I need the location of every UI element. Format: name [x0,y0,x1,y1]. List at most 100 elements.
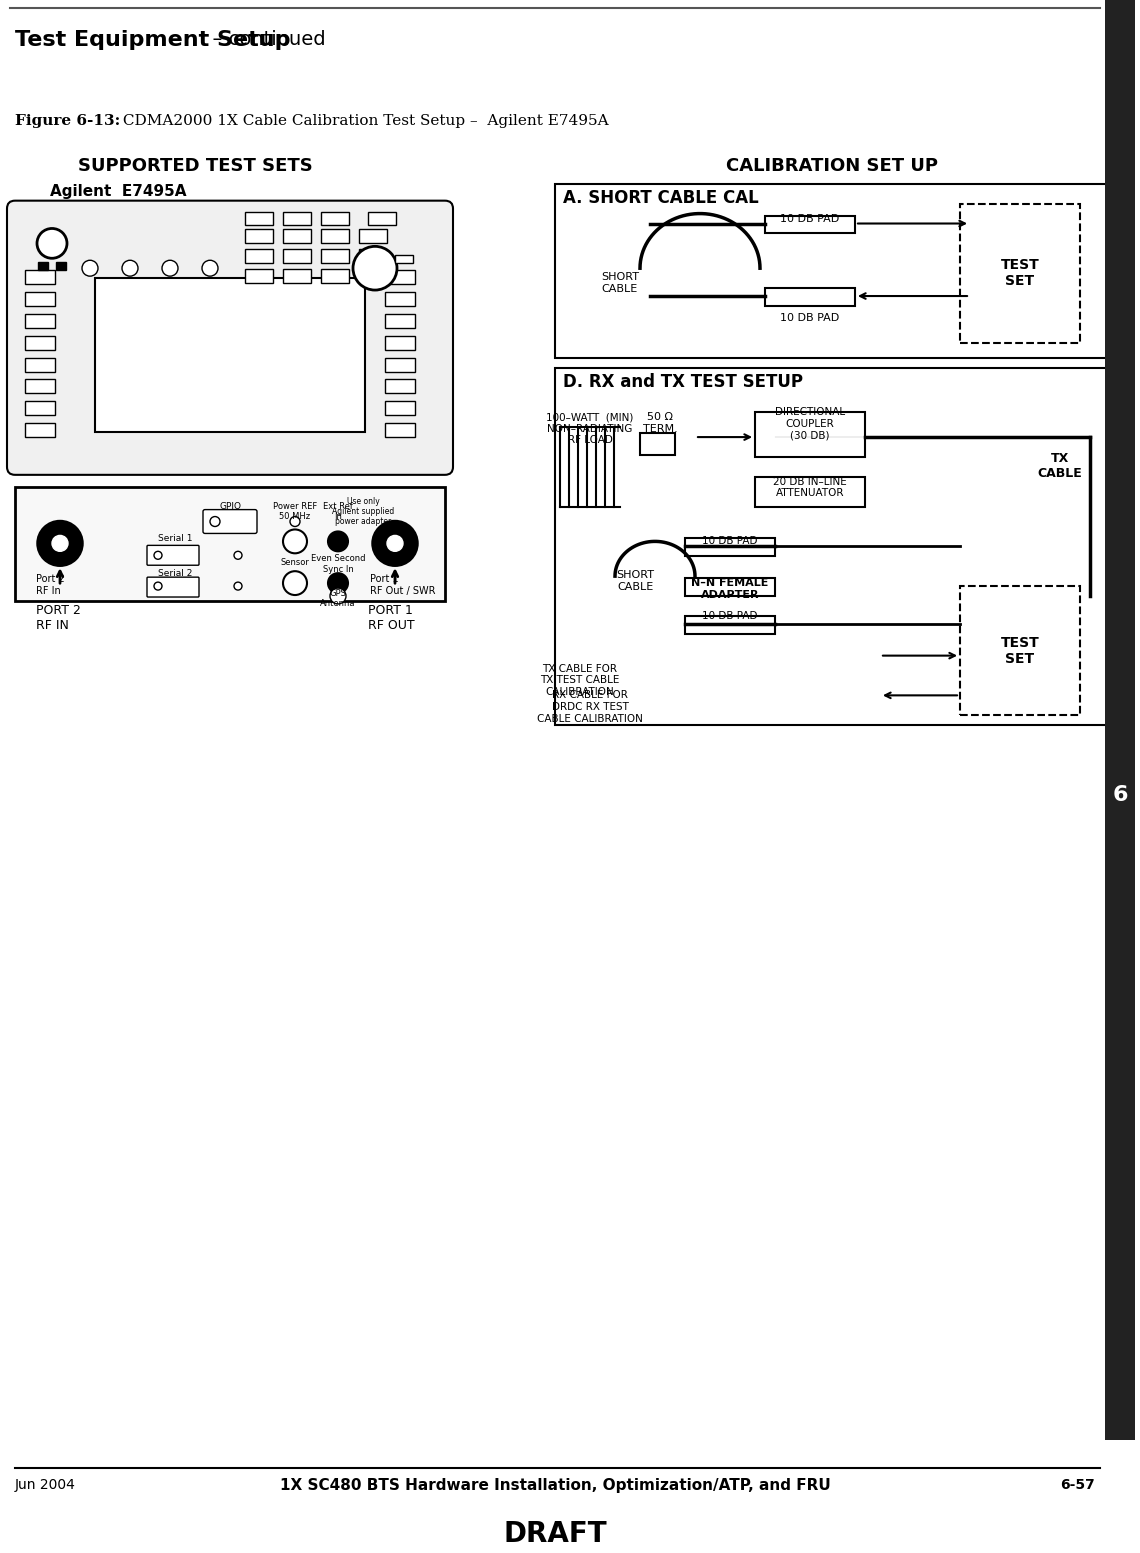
Circle shape [283,572,307,595]
Text: 6-57: 6-57 [1060,1478,1096,1492]
Text: Port 2
RF In: Port 2 RF In [36,575,65,596]
Text: – continued: – continued [200,30,326,48]
Circle shape [154,582,162,590]
Bar [385,335,415,349]
Bar [385,401,415,415]
Text: A. SHORT CABLE CAL: A. SHORT CABLE CAL [563,189,759,207]
Text: 100–WATT  (MIN)
NON–RADIATING
RF LOAD: 100–WATT (MIN) NON–RADIATING RF LOAD [546,412,634,446]
Text: GPIO: GPIO [219,502,241,511]
Text: RX CABLE FOR
DRDC RX TEST
CABLE CALIBRATION: RX CABLE FOR DRDC RX TEST CABLE CALIBRAT… [537,691,643,724]
Text: Sensor: Sensor [280,558,309,567]
Bar [685,539,775,556]
Bar [38,262,48,270]
Circle shape [82,261,98,276]
Circle shape [290,517,300,526]
Text: Agilent  E7495A: Agilent E7495A [50,183,187,199]
Text: SHORT
CABLE: SHORT CABLE [601,272,640,294]
Bar [25,422,55,436]
Bar [555,183,1110,357]
Bar [321,230,349,244]
Text: Power REF
50 MHz: Power REF 50 MHz [272,502,317,522]
Circle shape [386,536,404,551]
Bar [245,269,272,283]
Text: 50 Ω
TERM.: 50 Ω TERM. [643,412,677,433]
Bar [359,250,386,264]
Bar [385,422,415,436]
Bar [25,357,55,371]
Bar [765,287,855,306]
Text: 10 DB PAD: 10 DB PAD [781,312,840,323]
Bar [25,314,55,328]
Circle shape [202,261,218,276]
Bar [25,292,55,306]
Text: Jun 2004: Jun 2004 [15,1478,76,1492]
Bar [245,211,272,225]
Text: DIRECTIONAL
COUPLER
(30 DB): DIRECTIONAL COUPLER (30 DB) [775,407,845,441]
Bar [245,230,272,244]
Circle shape [210,517,220,526]
Text: D. RX and TX TEST SETUP: D. RX and TX TEST SETUP [563,373,803,390]
FancyBboxPatch shape [203,509,256,533]
Circle shape [162,261,178,276]
Text: Figure 6-13:: Figure 6-13: [15,115,120,129]
Text: TX CABLE FOR
TX TEST CABLE
CALIBRATION: TX CABLE FOR TX TEST CABLE CALIBRATION [540,663,620,697]
Bar [640,433,675,455]
Text: Test Equipment Setup: Test Equipment Setup [15,30,291,50]
Text: DRAFT: DRAFT [503,1520,606,1548]
Bar [385,270,415,284]
Bar [283,230,311,244]
Text: 1X SC480 BTS Hardware Installation, Optimization/ATP, and FRU: 1X SC480 BTS Hardware Installation, Opti… [279,1478,830,1492]
Bar [283,250,311,264]
Bar [394,255,413,264]
Bar [685,617,775,634]
Bar [15,486,445,601]
Text: Ext Ref
In: Ext Ref In [323,502,353,522]
Text: Port 1
RF Out / SWR: Port 1 RF Out / SWR [370,575,435,596]
FancyBboxPatch shape [147,545,200,565]
Circle shape [234,551,242,559]
Bar [25,335,55,349]
Circle shape [122,261,138,276]
Bar [25,270,55,284]
Text: TEST
SET: TEST SET [1001,258,1040,289]
Text: PORT 2
RF IN: PORT 2 RF IN [36,604,81,632]
Circle shape [154,551,162,559]
Text: 20 DB IN–LINE
ATTENUATOR: 20 DB IN–LINE ATTENUATOR [773,477,847,499]
FancyBboxPatch shape [7,200,453,475]
Circle shape [283,530,307,553]
Text: Use only
Agilent supplied
power adapter: Use only Agilent supplied power adapter [332,497,394,526]
Circle shape [38,522,82,565]
Circle shape [328,573,348,593]
Text: TX
CABLE: TX CABLE [1037,452,1082,480]
Bar [755,412,865,457]
Circle shape [353,247,397,290]
Circle shape [329,589,347,604]
Text: SUPPORTED TEST SETS: SUPPORTED TEST SETS [78,157,312,175]
Circle shape [328,531,348,551]
Bar [95,278,365,432]
FancyBboxPatch shape [960,203,1080,343]
Bar [385,357,415,371]
Text: 10 DB PAD: 10 DB PAD [702,610,758,621]
Text: SHORT
CABLE: SHORT CABLE [616,570,654,592]
Bar [765,216,855,233]
Circle shape [36,228,67,258]
Bar [321,269,349,283]
Bar [1105,0,1135,1440]
Bar [385,314,415,328]
Text: GPS
Antenna: GPS Antenna [320,589,356,609]
Text: Serial 1: Serial 1 [157,534,193,544]
Text: CDMA2000 1X Cable Calibration Test Setup –  Agilent E7495A: CDMA2000 1X Cable Calibration Test Setup… [119,115,609,129]
Text: 6: 6 [1113,784,1127,804]
Bar [283,269,311,283]
Circle shape [52,536,68,551]
Bar [385,292,415,306]
FancyBboxPatch shape [147,578,200,596]
Bar [25,401,55,415]
Text: Even Second
Sync In: Even Second Sync In [311,554,365,573]
Text: 10 DB PAD: 10 DB PAD [702,536,758,547]
Bar [245,250,272,264]
Bar [321,211,349,225]
Circle shape [234,582,242,590]
Bar [385,379,415,393]
